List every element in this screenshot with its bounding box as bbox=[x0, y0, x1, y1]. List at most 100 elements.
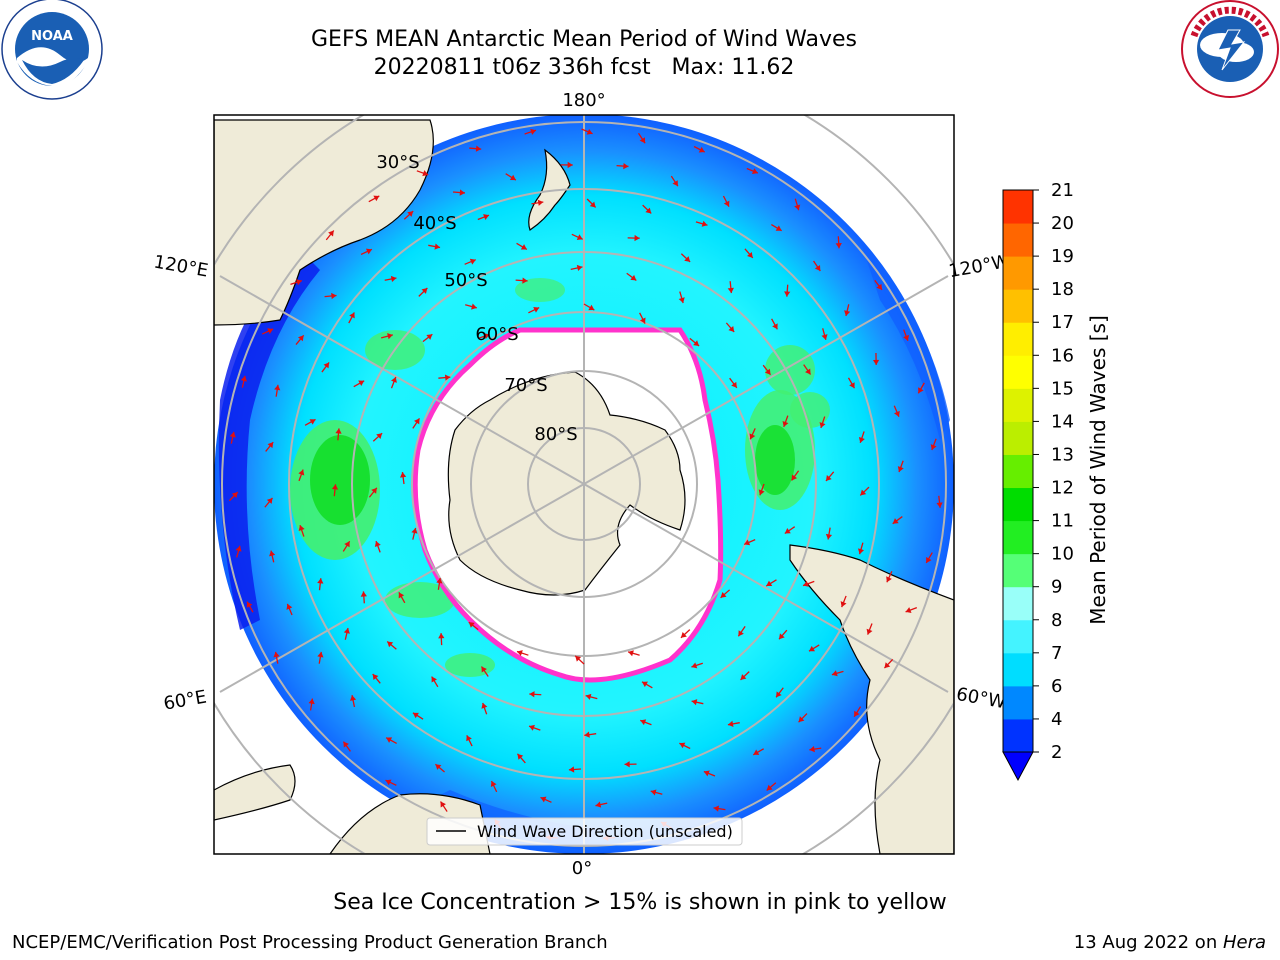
colorbar-tick-label: 13 bbox=[1051, 444, 1074, 465]
wind-arrow-head bbox=[821, 334, 828, 340]
wind-arrow-head bbox=[568, 766, 575, 773]
wind-arrow-head bbox=[267, 442, 274, 449]
wind-arrow-head bbox=[365, 248, 372, 255]
wind-arrow-head bbox=[344, 541, 350, 548]
colorbar-tick-label: 8 bbox=[1051, 610, 1062, 631]
colorbar-bin bbox=[1003, 553, 1033, 588]
colorbar-bin bbox=[1003, 388, 1033, 422]
wind-arrow-head bbox=[684, 256, 691, 262]
footer-credit: NCEP/EMC/Verification Post Processing Pr… bbox=[12, 932, 608, 953]
wind-arrow-head bbox=[376, 433, 383, 439]
wind-arrow-head bbox=[731, 381, 737, 388]
wind-arrow-head bbox=[639, 317, 646, 324]
wind-arrow-head bbox=[639, 137, 646, 144]
wind-arrow-head bbox=[672, 180, 678, 187]
wind-arrow-head bbox=[857, 548, 865, 555]
wind-arrow-head bbox=[387, 333, 393, 340]
wind-arrow-head bbox=[835, 242, 842, 249]
wind-arrow-head bbox=[764, 368, 771, 375]
wind-arrow-head bbox=[776, 691, 782, 698]
colorbar-bin bbox=[1003, 322, 1033, 356]
wind-arrow-head bbox=[390, 275, 397, 283]
colorbar-bin bbox=[1003, 619, 1033, 654]
wind-arrow-head bbox=[576, 234, 583, 241]
wind-arrow-head bbox=[459, 189, 465, 196]
colorbar-tick-label: 15 bbox=[1051, 378, 1074, 399]
wind-arrow-head bbox=[483, 333, 490, 340]
wind-arrow-head bbox=[509, 174, 516, 181]
wind-arrow-head bbox=[269, 550, 276, 557]
colorbar-tick-label: 6 bbox=[1051, 676, 1062, 697]
colorbar-tick-label: 14 bbox=[1051, 411, 1074, 432]
wind-arrow-head bbox=[740, 674, 747, 680]
wind-arrow-head bbox=[588, 304, 595, 311]
colorbar-bin bbox=[1003, 454, 1033, 489]
sea-ice-caption-text: Sea Ice Concentration > 15% is shown in … bbox=[333, 890, 947, 915]
lon-label-120w: 120°W bbox=[947, 251, 1011, 282]
legend-label: Wind Wave Direction (unscaled) bbox=[477, 822, 733, 841]
wind-arrow-head bbox=[426, 334, 433, 340]
wind-arrow-head bbox=[373, 195, 380, 202]
wind-arrow-head bbox=[412, 712, 419, 719]
wind-arrow-head bbox=[784, 291, 791, 297]
colorbar-tick-label: 2 bbox=[1051, 742, 1062, 763]
wind-arrow-head bbox=[772, 323, 778, 330]
colorbar-bin bbox=[1003, 421, 1033, 455]
colorbar-bin bbox=[1003, 685, 1033, 720]
wind-arrow-head bbox=[840, 601, 847, 608]
colorbar-tick-label: 17 bbox=[1051, 312, 1074, 333]
wind-arrow-head bbox=[680, 631, 687, 638]
wind-arrow-head bbox=[892, 518, 899, 524]
sea-ice-caption: Sea Ice Concentration > 15% is shown in … bbox=[0, 890, 1280, 915]
wind-arrow-head bbox=[328, 230, 334, 237]
wind-arrow-head bbox=[343, 628, 350, 634]
wind-arrow-head bbox=[481, 666, 487, 673]
map-frame bbox=[213, 114, 955, 855]
wind-arrow-head bbox=[747, 251, 753, 258]
wind-arrow-head bbox=[391, 376, 397, 383]
wind-arrow-head bbox=[884, 662, 891, 669]
wind-arrow-head bbox=[343, 741, 349, 748]
colorbar-tick-label: 7 bbox=[1051, 643, 1062, 664]
wind-arrow-head bbox=[782, 421, 789, 427]
wind-arrow-head bbox=[723, 200, 730, 207]
wind-arrow-head bbox=[585, 693, 592, 700]
colorbar-bin bbox=[1003, 256, 1033, 290]
colorbar-bin bbox=[1003, 586, 1033, 621]
lat-label-60s: 60°S bbox=[475, 324, 518, 345]
wind-arrow-head bbox=[849, 382, 855, 389]
wind-arrow-head bbox=[481, 702, 488, 709]
long-period-patches bbox=[290, 278, 830, 677]
wind-arrow-head bbox=[371, 487, 377, 494]
wind-arrow-head bbox=[440, 801, 446, 808]
colorbar-bin bbox=[1003, 718, 1033, 753]
wind-arrow-head bbox=[753, 749, 760, 755]
wind-arrow-head bbox=[533, 306, 540, 313]
wind-arrow-head bbox=[751, 168, 758, 175]
wind-arrow-head bbox=[385, 779, 392, 786]
wind-arrow-head bbox=[779, 633, 785, 640]
wind-arrow-head bbox=[628, 650, 634, 657]
colorbar-bin bbox=[1003, 520, 1033, 555]
colorbar-tick-label: 9 bbox=[1051, 577, 1062, 598]
wind-arrow-head bbox=[517, 753, 524, 760]
wind-arrow-head bbox=[349, 312, 355, 319]
wind-arrow-head bbox=[803, 580, 809, 587]
wind-arrow-head bbox=[309, 419, 316, 425]
wind-arrow-head bbox=[475, 145, 482, 152]
wind-arrow-head bbox=[349, 695, 357, 701]
wind-arrow-head bbox=[529, 691, 535, 698]
wind-arrow-head bbox=[589, 201, 596, 208]
lat-label-40s: 40°S bbox=[413, 213, 456, 234]
wind-arrow-head bbox=[522, 277, 528, 284]
wind-arrow-head bbox=[469, 258, 476, 265]
colorbar-tick-label: 19 bbox=[1051, 246, 1074, 267]
wind-arrow-head bbox=[436, 577, 443, 584]
wind-arrow-head bbox=[703, 770, 710, 777]
lat-label-50s: 50°S bbox=[444, 270, 487, 291]
wind-arrow-head bbox=[854, 710, 860, 717]
chart-subtitle: 20220811 t06z 336h fcst Max: 11.62 bbox=[373, 55, 795, 80]
map-legend: Wind Wave Direction (unscaled) bbox=[426, 817, 743, 846]
wind-arrow-head bbox=[903, 334, 910, 341]
wind-arrow-head bbox=[229, 431, 236, 438]
